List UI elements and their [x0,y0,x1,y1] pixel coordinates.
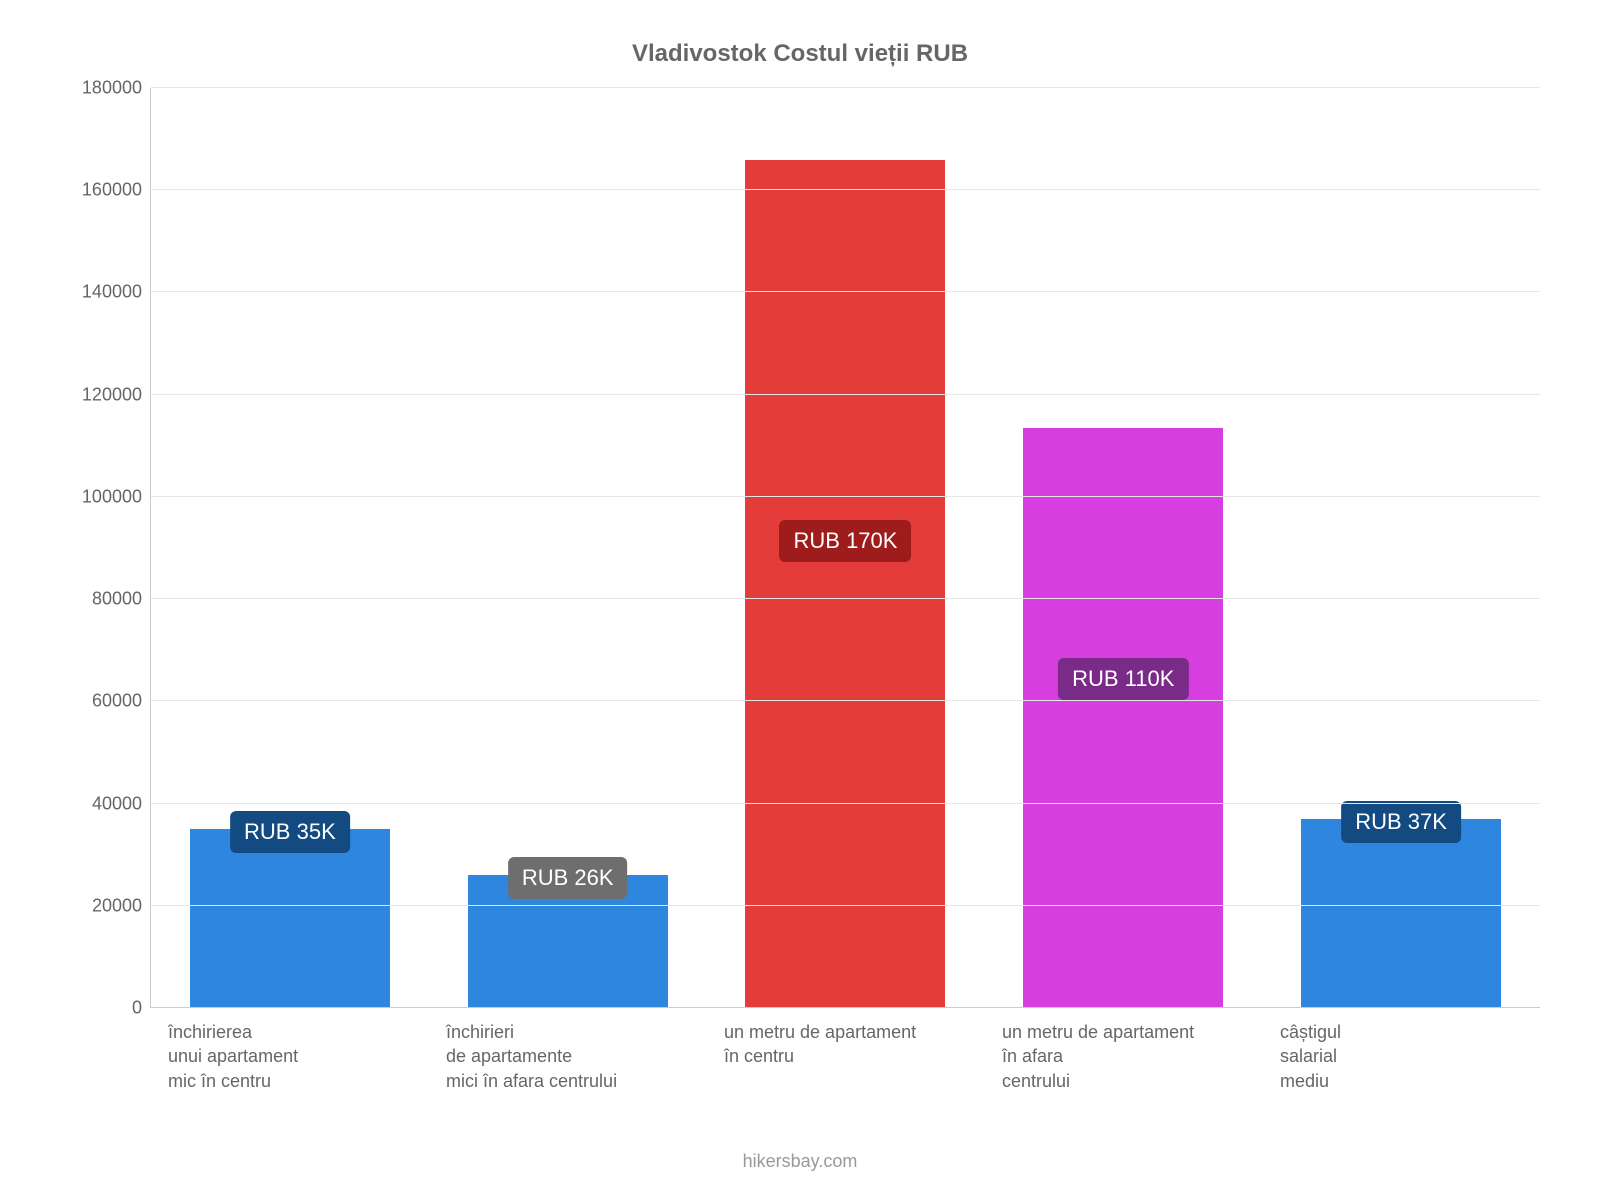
bar-slot: RUB 170K [707,88,985,1008]
chart-body: 0200004000060000800001000001200001400001… [60,88,1540,1008]
gridline [151,598,1540,599]
y-tick-label: 140000 [60,282,142,303]
x-tick-label: închirieride apartamentemici în afara ce… [428,1020,706,1093]
y-axis: 0200004000060000800001000001200001400001… [60,88,150,1008]
x-tick-label: închiriereaunui apartamentmic în centru [150,1020,428,1093]
gridline [151,905,1540,906]
x-tick-label: un metru de apartamentîn centru [706,1020,984,1093]
x-tick-line: câștigul [1280,1020,1522,1044]
bar: RUB 35K [190,829,390,1008]
chart-container: Vladivostok Costul vieții RUB 0 20000 4000… [0,0,1600,1200]
x-axis: închiriereaunui apartamentmic în centruî… [150,1020,1540,1093]
plot-area: RUB 35K RUB 26K RUB 170K RUB 110K RUB 37K [150,88,1540,1008]
x-tick-label: un metru de apartamentîn afaracentrului [984,1020,1262,1093]
x-tick-line: în centru [724,1044,966,1068]
gridline [151,496,1540,497]
bar: RUB 26K [468,875,668,1008]
bar-value-label: RUB 26K [508,857,628,899]
x-tick-line: unui apartament [168,1044,410,1068]
x-tick-line: un metru de apartament [1002,1020,1244,1044]
bar-value-label: RUB 37K [1341,801,1461,843]
x-tick-line: mici în afara centrului [446,1069,688,1093]
y-tick-label: 40000 [60,793,142,814]
y-tick-label: 100000 [60,486,142,507]
y-tick-label: 60000 [60,691,142,712]
y-tick-label: 180000 [60,78,142,99]
gridline [151,189,1540,190]
y-tick-label: 120000 [60,384,142,405]
gridline [151,803,1540,804]
bar-value-label: RUB 35K [230,811,350,853]
bar-slot: RUB 110K [984,88,1262,1008]
x-tick-line: închirieri [446,1020,688,1044]
bar-slot: RUB 26K [429,88,707,1008]
y-tick-label: 20000 [60,895,142,916]
bar-value-label: RUB 110K [1058,658,1188,700]
gridline [151,87,1540,88]
x-tick-line: de apartamente [446,1044,688,1068]
x-tick-line: mediu [1280,1069,1522,1093]
bar-slot: RUB 35K [151,88,429,1008]
x-tick-line: salarial [1280,1044,1522,1068]
bar: RUB 110K [1023,428,1223,1008]
bar-slot: RUB 37K [1262,88,1540,1008]
gridline [151,700,1540,701]
bars-row: RUB 35K RUB 26K RUB 170K RUB 110K RUB 37K [151,88,1540,1008]
x-tick-line: închirierea [168,1020,410,1044]
bar: RUB 170K [745,160,945,1008]
source-attribution: hikersbay.com [0,1151,1600,1172]
x-tick-line: în afara [1002,1044,1244,1068]
y-tick-label: 160000 [60,180,142,201]
bar: RUB 37K [1301,819,1501,1008]
gridline [151,394,1540,395]
y-tick-label: 80000 [60,589,142,610]
gridline [151,291,1540,292]
gridline [151,1007,1540,1008]
y-tick-label: 0 [60,998,142,1019]
chart-title: Vladivostok Costul vieții RUB [60,40,1540,68]
x-tick-line: centrului [1002,1069,1244,1093]
x-tick-label: câștigulsalarialmediu [1262,1020,1540,1093]
x-tick-line: un metru de apartament [724,1020,966,1044]
bar-value-label: RUB 170K [780,520,912,562]
x-tick-line: mic în centru [168,1069,410,1093]
